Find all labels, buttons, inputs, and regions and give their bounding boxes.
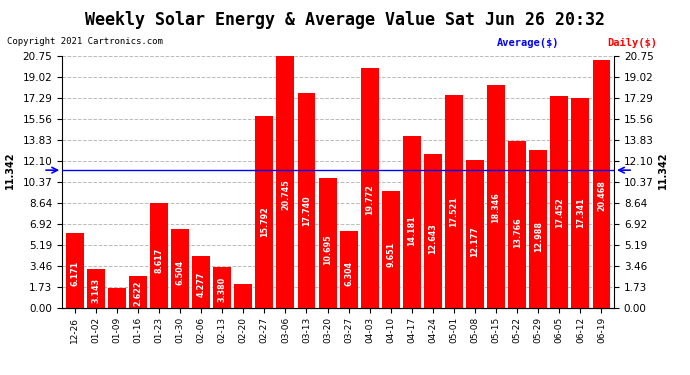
Text: 6.171: 6.171 — [70, 261, 79, 286]
Text: 14.181: 14.181 — [407, 215, 416, 246]
Bar — [193, 256, 210, 308]
Bar — [593, 60, 611, 308]
Bar — [382, 190, 400, 308]
Text: 11.342: 11.342 — [658, 152, 668, 189]
Bar — [339, 231, 357, 308]
Bar — [529, 150, 547, 308]
Bar — [150, 203, 168, 308]
Text: 17.341: 17.341 — [576, 198, 585, 228]
Text: Copyright 2021 Cartronics.com: Copyright 2021 Cartronics.com — [7, 38, 163, 46]
Bar — [445, 95, 463, 308]
Text: 20.745: 20.745 — [281, 179, 290, 210]
Text: 3.380: 3.380 — [218, 276, 227, 302]
Bar — [361, 68, 379, 308]
Text: 4.277: 4.277 — [197, 272, 206, 297]
Bar — [129, 276, 147, 308]
Bar — [466, 160, 484, 308]
Bar — [319, 178, 337, 308]
Bar — [487, 86, 505, 308]
Bar — [213, 267, 231, 308]
Text: 6.304: 6.304 — [344, 261, 353, 286]
Text: 17.740: 17.740 — [302, 195, 311, 226]
Bar — [551, 96, 569, 308]
Bar — [171, 229, 189, 308]
Text: 11.342: 11.342 — [6, 152, 15, 189]
Bar — [403, 136, 421, 308]
Text: 18.346: 18.346 — [491, 192, 501, 223]
Text: 8.617: 8.617 — [155, 248, 164, 273]
Bar — [571, 98, 589, 308]
Text: 19.772: 19.772 — [365, 184, 374, 215]
Bar — [509, 141, 526, 308]
Bar — [255, 116, 273, 308]
Text: Average($): Average($) — [497, 38, 560, 48]
Text: 10.695: 10.695 — [323, 234, 332, 264]
Bar — [277, 56, 295, 308]
Bar — [66, 233, 83, 308]
Bar — [424, 154, 442, 308]
Text: Weekly Solar Energy & Average Value Sat Jun 26 20:32: Weekly Solar Energy & Average Value Sat … — [85, 11, 605, 29]
Text: 17.452: 17.452 — [555, 197, 564, 228]
Bar — [108, 288, 126, 308]
Bar — [235, 284, 253, 308]
Text: 20.468: 20.468 — [597, 180, 606, 212]
Text: 9.651: 9.651 — [386, 242, 395, 267]
Text: 12.177: 12.177 — [471, 226, 480, 256]
Text: 17.521: 17.521 — [449, 196, 458, 227]
Text: 15.792: 15.792 — [260, 206, 269, 237]
Text: 12.643: 12.643 — [428, 223, 437, 254]
Text: 2.622: 2.622 — [133, 280, 142, 306]
Bar — [87, 270, 105, 308]
Text: 3.143: 3.143 — [91, 278, 100, 303]
Bar — [297, 93, 315, 308]
Text: 6.504: 6.504 — [175, 260, 185, 285]
Text: Daily($): Daily($) — [607, 38, 657, 48]
Text: 12.988: 12.988 — [534, 221, 543, 252]
Text: 13.766: 13.766 — [513, 217, 522, 248]
